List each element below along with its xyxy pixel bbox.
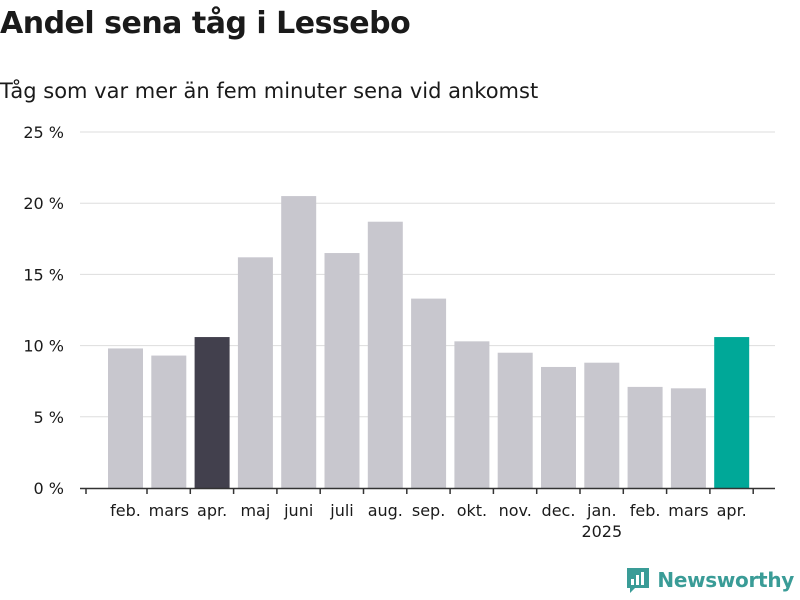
x-tick-label: mars bbox=[668, 501, 708, 520]
bars bbox=[108, 196, 750, 488]
x-tick-label: apr. bbox=[717, 501, 747, 520]
bar bbox=[108, 348, 143, 488]
bar bbox=[497, 352, 533, 488]
y-tick-label: 5 % bbox=[34, 408, 64, 427]
x-tick-label: jan. bbox=[586, 501, 616, 520]
bar bbox=[584, 362, 620, 488]
x-tick-label: dec. bbox=[542, 501, 576, 520]
y-tick-label: 15 % bbox=[23, 265, 64, 284]
bar bbox=[670, 388, 706, 488]
x-tick-label: sep. bbox=[412, 501, 445, 520]
bar bbox=[151, 355, 187, 488]
bar bbox=[324, 253, 360, 488]
y-tick-label: 10 % bbox=[23, 337, 64, 356]
x-tick-label: juni bbox=[283, 501, 313, 520]
bar bbox=[411, 298, 447, 488]
y-axis-ticks: 0 % 5 % 10 % 15 % 20 % 25 % bbox=[23, 123, 64, 498]
x-tick-label: nov. bbox=[499, 501, 532, 520]
bar bbox=[194, 337, 230, 488]
y-tick-label: 20 % bbox=[23, 194, 64, 213]
bar bbox=[367, 221, 403, 488]
bar bbox=[627, 386, 663, 488]
x-tick-label: okt. bbox=[457, 501, 487, 520]
x-tick-label: feb. bbox=[630, 501, 661, 520]
newsworthy-logo: Newsworthy bbox=[625, 566, 794, 594]
x-tick-label: maj bbox=[240, 501, 270, 520]
newsworthy-chart-icon bbox=[627, 568, 650, 593]
x-tick-label: juli bbox=[329, 501, 353, 520]
bar bbox=[541, 366, 576, 488]
y-tick-label: 25 % bbox=[23, 123, 64, 142]
bar bbox=[237, 257, 273, 488]
bar bbox=[454, 341, 490, 488]
y-tick-label: 0 % bbox=[34, 479, 64, 498]
chart-title: Andel sena tåg i Lessebo bbox=[0, 6, 411, 41]
x-tick-year-label: 2025 bbox=[581, 522, 622, 541]
x-tick-label: apr. bbox=[197, 501, 227, 520]
chart-subtitle: Tåg som var mer än fem minuter sena vid … bbox=[0, 79, 539, 103]
x-tick-label: mars bbox=[149, 501, 189, 520]
bar bbox=[714, 337, 750, 488]
x-axis: feb. mars apr. maj juni juli aug. sep. okt. nov. d… bbox=[80, 487, 775, 541]
brand-name: Newsworthy bbox=[657, 568, 794, 592]
x-tick-label: aug. bbox=[368, 501, 403, 520]
x-tick-label: feb. bbox=[110, 501, 141, 520]
bar bbox=[281, 196, 317, 488]
